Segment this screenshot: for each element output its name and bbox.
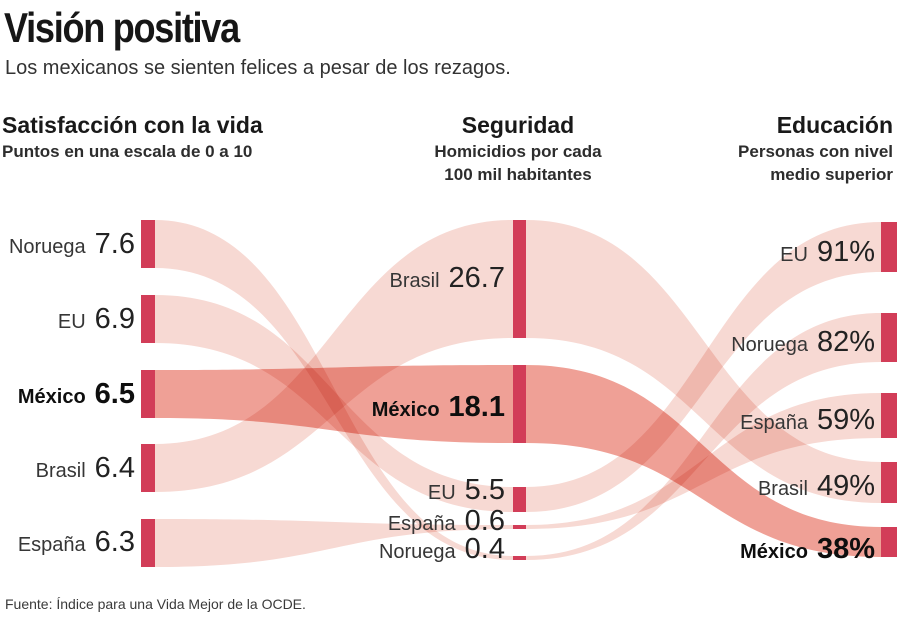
column-header-educacion: Educación Personas con nivel medio super… [573,110,893,186]
label-seguridad-noruega: Noruega 0.4 [379,532,505,569]
column-title: Educación [776,112,893,138]
country-value: 5.5 [464,474,505,506]
country-name: Brasil [757,478,808,500]
column-subtitle-line1: Homicidios por cada [434,142,602,161]
country-name: EU [57,311,86,333]
node-bar-seguridad-mexico [513,365,526,443]
node-bar-satisfaccion-mexico [141,370,155,418]
country-value: 7.6 [94,228,135,260]
label-educacion-noruega: Noruega 82% [731,325,875,362]
country-value: 6.3 [94,526,135,558]
node-bar-satisfaccion-espana [141,519,155,567]
country-name: México [17,386,86,408]
country-name: EU [780,244,808,266]
country-name: Brasil [389,270,440,292]
label-educacion-espana: España 59% [740,403,875,440]
ribbon-espana-seg1 [155,519,513,567]
label-seguridad-eu: EU 5.5 [428,473,505,510]
node-bar-educacion-espana [881,393,897,438]
label-seguridad-espana: España 0.6 [388,504,505,541]
label-satisfaccion-noruega: Noruega 7.6 [9,227,135,264]
node-bar-seguridad-espana [513,525,526,529]
column-subtitle: Puntos en una escala de 0 a 10 [2,142,253,161]
label-satisfaccion-espana: España 6.3 [18,525,135,562]
country-name: Noruega [378,541,456,563]
column-title: Seguridad [461,112,575,138]
label-educacion-brasil: Brasil 49% [758,469,875,506]
node-bar-educacion-noruega [881,313,897,362]
country-value: 91% [816,236,875,268]
source-note: Fuente: Índice para una Vida Mejor de la… [5,596,306,612]
node-bar-satisfaccion-eu [141,295,155,343]
country-value: 59% [816,404,875,436]
ribbon-eu-seg2 [526,222,881,512]
country-value: 49% [816,470,875,502]
node-bar-satisfaccion-brasil [141,444,155,492]
node-bar-educacion-brasil [881,462,897,503]
label-seguridad-mexico: México 18.1 [372,390,505,427]
country-name: Brasil [35,460,86,482]
page-title: Visión positiva [4,4,240,51]
country-value: 6.4 [94,452,135,484]
country-name: Noruega [8,236,86,258]
country-value: 6.5 [94,378,135,410]
ribbon-brasil-seg1 [155,220,513,492]
column-subtitle-line2: medio superior [770,165,893,184]
country-name: España [740,412,808,434]
node-bar-seguridad-brasil [513,220,526,338]
country-name: EU [427,482,456,504]
node-bar-seguridad-noruega [513,556,526,560]
country-value: 26.7 [448,262,505,294]
column-subtitle-line2: 100 mil habitantes [444,165,592,184]
label-satisfaccion-mexico: México 6.5 [18,377,135,414]
page-subtitle: Los mexicanos se sienten felices a pesar… [5,57,511,79]
node-bar-satisfaccion-noruega [141,220,155,268]
label-educacion-eu: EU 91% [780,235,875,272]
node-bar-seguridad-eu [513,487,526,512]
label-seguridad-brasil: Brasil 26.7 [390,261,505,298]
country-value: 0.4 [464,533,505,565]
country-value: 0.6 [464,505,505,537]
column-title: Satisfacción con la vida [2,112,263,138]
country-value: 18.1 [448,391,505,423]
column-header-satisfaccion: Satisfacción con la vida Puntos en una e… [2,110,263,163]
node-bar-educacion-mexico [881,527,897,557]
column-subtitle-line1: Personas con nivel [738,142,893,161]
country-value: 6.9 [94,303,135,335]
country-name: España [387,513,456,535]
ribbon-noruega-seg2 [526,313,881,560]
country-name: Noruega [731,334,808,356]
ribbon-mexico-seg1 [155,365,513,443]
node-bar-educacion-eu [881,222,897,272]
label-satisfaccion-brasil: Brasil 6.4 [36,451,135,488]
country-value: 82% [816,326,875,358]
ribbon-mexico-seg2 [526,365,881,557]
label-educacion-mexico: México 38% [740,532,875,569]
country-value: 38% [816,533,875,565]
country-name: España [17,534,86,556]
label-satisfaccion-eu: EU 6.9 [58,302,135,339]
column-header-seguridad: Seguridad Homicidios por cada 100 mil ha… [368,110,668,186]
country-name: México [740,541,808,563]
country-name: México [371,399,440,421]
